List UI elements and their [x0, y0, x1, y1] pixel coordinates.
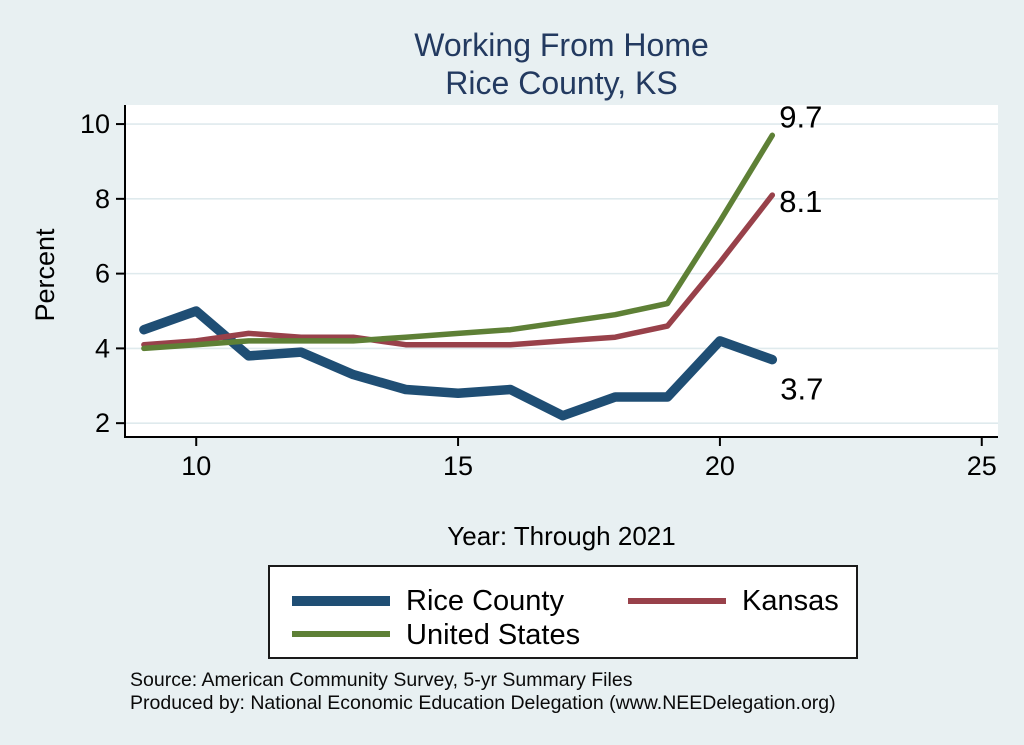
x-tick-label: 25: [967, 451, 997, 481]
y-tick-label: 8: [95, 184, 110, 214]
legend-swatch-rice-county: [292, 596, 390, 606]
legend-label-rice-county: Rice County: [406, 585, 564, 617]
x-tick-label: 10: [181, 451, 211, 481]
legend-swatch-kansas: [628, 598, 726, 604]
legend-swatch-united-states: [292, 631, 390, 637]
series-line-rice-county: [139, 306, 778, 421]
end-value-label-rice-county: 3.7: [780, 372, 823, 407]
x-axis-label: Year: Through 2021: [447, 521, 676, 551]
source-line: Source: American Community Survey, 5-yr …: [130, 669, 633, 691]
series-line-kansas: [141, 192, 776, 348]
line-chart-canvas: 2 4 6 8 10 10 15 20 25 3.7 8.1 9.7: [80, 99, 998, 481]
source-note: Source: American Community Survey, 5-yr …: [130, 669, 836, 714]
y-tick-label: 10: [80, 109, 110, 139]
end-value-label-kansas: 8.1: [779, 184, 822, 219]
end-value-label-united-states: 9.7: [779, 99, 822, 134]
series-line-united-states: [141, 132, 776, 352]
y-axis-label: Percent: [30, 228, 60, 322]
y-tick-label: 2: [95, 408, 110, 438]
plot-area: [125, 105, 998, 437]
y-tick-label: 6: [95, 259, 110, 289]
legend-label-kansas: Kansas: [742, 585, 839, 617]
y-tick-label: 4: [95, 333, 110, 363]
legend: Rice County Kansas United States: [268, 565, 858, 659]
produced-by-line: Produced by: National Economic Education…: [130, 691, 836, 714]
chart-title-line1: Working From Home: [414, 27, 709, 63]
x-tick-label: 20: [705, 451, 735, 481]
x-tick-label: 15: [443, 451, 473, 481]
legend-label-united-states: United States: [406, 619, 581, 651]
chart-title: Working From Home Rice County, KS: [125, 26, 998, 102]
chart-title-line2: Rice County, KS: [445, 65, 678, 101]
